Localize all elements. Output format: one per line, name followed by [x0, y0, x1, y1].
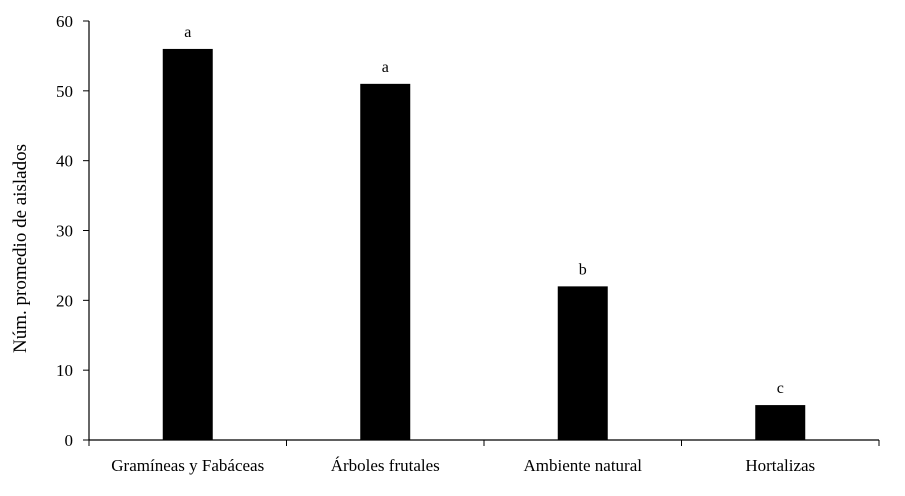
x-axis: Gramíneas y Fabáceas Árboles frutales Ambi… — [88, 439, 880, 475]
y-tick-label: 10 — [56, 361, 73, 380]
x-tick-label: Árboles frutales — [331, 456, 440, 475]
x-tick-label: Ambiente natural — [524, 456, 643, 475]
bar-data-label: a — [382, 59, 389, 76]
bar — [755, 405, 806, 440]
y-tick-label: 60 — [56, 12, 73, 31]
bar — [557, 286, 608, 440]
y-tick-label: 20 — [56, 291, 73, 310]
y-tick-label: 50 — [56, 82, 73, 101]
x-tick-label: Gramíneas y Fabáceas — [111, 456, 264, 475]
bars — [162, 48, 806, 440]
y-axis-title: Núm. promedio de aislados — [10, 144, 31, 353]
data-labels: a a b c — [184, 24, 784, 397]
y-axis: 0 10 20 30 40 50 60 — [56, 12, 90, 450]
bar-data-label: a — [184, 24, 191, 41]
bar-data-label: b — [579, 261, 587, 278]
bar-data-label: c — [777, 380, 784, 397]
bar — [360, 83, 411, 440]
bar — [162, 48, 213, 440]
y-tick-label: 40 — [56, 152, 73, 171]
y-tick-label: 0 — [65, 431, 74, 450]
x-tick-label: Hortalizas — [745, 456, 815, 475]
y-tick-label: 30 — [56, 222, 73, 241]
